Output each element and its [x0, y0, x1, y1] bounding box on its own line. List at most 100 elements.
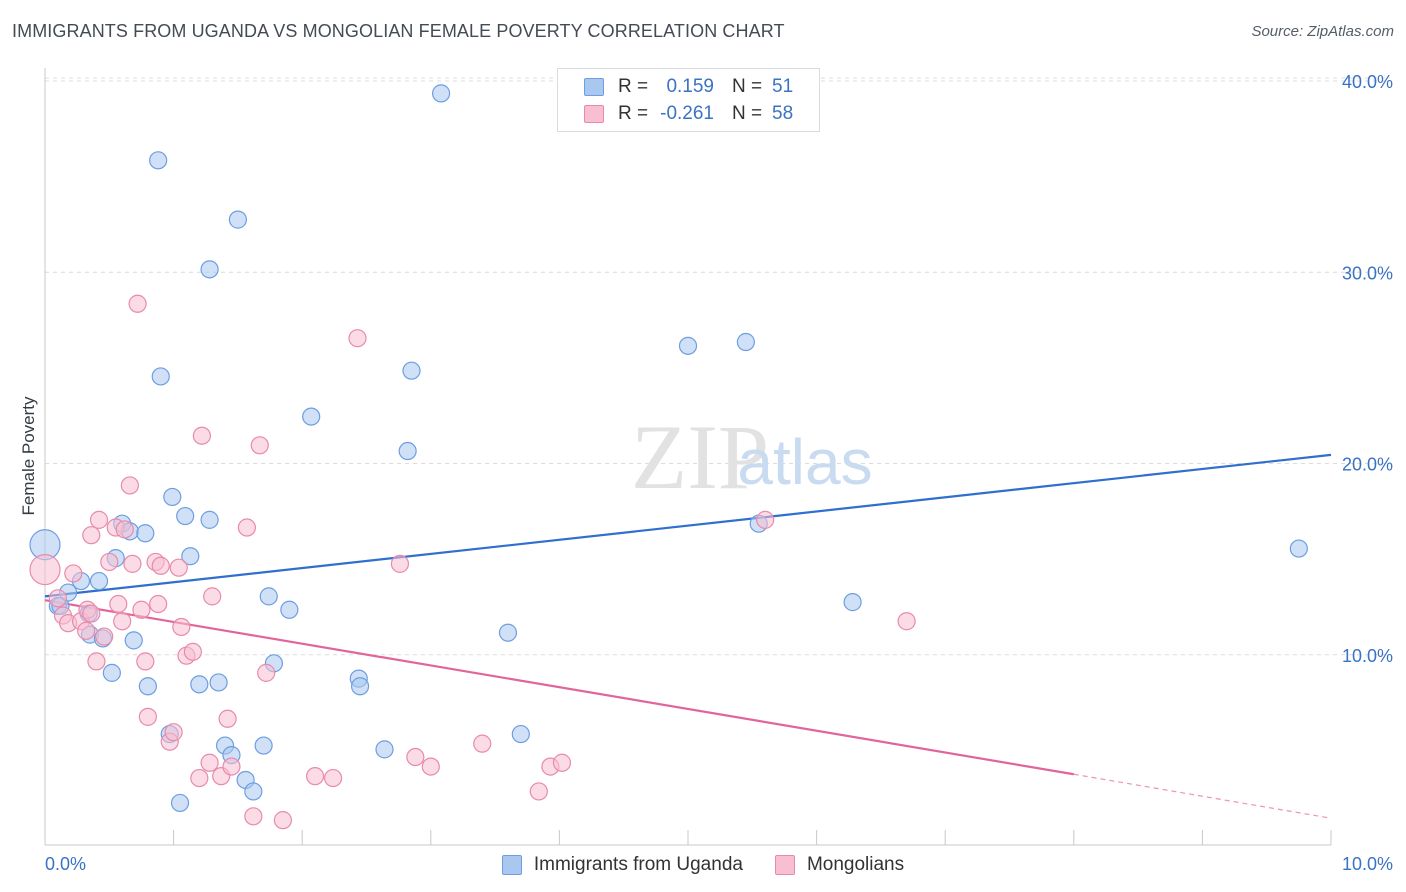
mongolian-point — [64, 564, 83, 583]
mongolian-point — [136, 652, 155, 671]
uganda-point — [89, 571, 109, 591]
uganda-point — [200, 510, 219, 529]
mongolian-point — [149, 594, 168, 614]
uganda-point — [102, 663, 121, 682]
uganda-point — [511, 724, 530, 744]
mongolian-point — [200, 753, 219, 772]
correlation-legend: R = 0.159 N = 51 R = -0.261 N = 58 — [557, 68, 820, 132]
uganda-point — [254, 736, 273, 755]
mongolian-point — [257, 663, 276, 682]
uganda-point — [124, 631, 143, 650]
uganda-point — [280, 600, 299, 619]
n-value: 58 — [772, 103, 794, 124]
mongolian-point — [169, 558, 188, 577]
y-tick-label: 10.0% — [1342, 646, 1393, 666]
mongolian-point — [218, 709, 237, 728]
uganda-point — [176, 506, 195, 526]
mongolian-point — [897, 612, 916, 631]
uganda-point — [736, 332, 755, 352]
mongolian-point — [132, 600, 151, 619]
mongolian-trend-extension — [1073, 773, 1332, 819]
uganda-point — [350, 677, 370, 696]
mongolian-point — [421, 757, 440, 776]
n-value: 51 — [772, 76, 794, 97]
mongolian-point — [529, 782, 548, 801]
legend-swatch-uganda — [584, 78, 604, 96]
mongolian-point — [250, 436, 269, 455]
mongolian-point — [323, 768, 343, 788]
legend-item-mongolians: Mongolians — [774, 854, 905, 876]
mongolian-point — [87, 652, 106, 671]
uganda-point — [678, 336, 698, 355]
n-label: N = — [732, 76, 763, 97]
mongolian-point — [273, 811, 293, 830]
y-tick-label: 30.0% — [1342, 263, 1393, 283]
n-label: N = — [732, 103, 763, 124]
grid-lines — [45, 77, 1390, 656]
uganda-point — [209, 673, 228, 692]
uganda-point — [228, 210, 247, 229]
uganda-trend-line — [44, 453, 1332, 598]
mongolian-point — [190, 768, 209, 788]
mongolian-point — [348, 329, 367, 348]
uganda-point — [181, 547, 200, 566]
legend-row-mongolians: R = -0.261 N = 58 — [584, 102, 793, 126]
legend-row-uganda: R = 0.159 N = 51 — [584, 75, 793, 99]
y-tick-label: 20.0% — [1342, 455, 1393, 475]
mongolian-point — [305, 767, 325, 786]
uganda-point — [200, 260, 219, 279]
uganda-point — [170, 793, 190, 813]
mongolian-point — [82, 526, 101, 545]
mongolian-point — [48, 589, 67, 608]
mongolian-point — [164, 723, 183, 742]
y-axis-label: Female Poverty — [19, 396, 38, 516]
mongolian-point — [109, 594, 128, 614]
mongolian-point — [172, 617, 191, 637]
mongolian-point — [82, 604, 101, 623]
mongolian-point — [390, 554, 410, 573]
uganda-point — [375, 740, 394, 759]
mongolian-point — [77, 621, 96, 640]
mongolian-point — [128, 294, 147, 313]
legend-label-mongolians: Mongolians — [806, 854, 905, 875]
uganda-point — [302, 407, 321, 426]
mongolian-point — [123, 554, 142, 573]
legend-label-uganda: Immigrants from Uganda — [533, 854, 743, 875]
watermark-zip: ZIP — [631, 406, 769, 508]
uganda-point — [1289, 539, 1308, 558]
mongolian-point — [113, 612, 132, 631]
uganda-point — [190, 675, 209, 694]
r-label: R = — [618, 76, 649, 97]
y-tick-label: 40.0% — [1342, 72, 1393, 92]
uganda-point — [136, 524, 155, 543]
r-value: -0.261 — [660, 103, 714, 124]
mongolian-point — [237, 518, 257, 537]
x-tick-label: 0.0% — [45, 854, 86, 874]
source-credit: Source: ZipAtlas.com — [1251, 23, 1394, 40]
mongolian-point — [756, 510, 775, 529]
mongolian-point — [89, 510, 109, 529]
mongolian-point — [151, 556, 170, 575]
mongolian-point — [95, 627, 114, 646]
uganda-point — [149, 151, 168, 170]
data-points — [29, 84, 1308, 830]
mongolian-point — [406, 747, 425, 767]
mongolian-point — [29, 553, 61, 586]
series-legend: Immigrants from Uganda Mongolians — [0, 852, 1406, 878]
mongolian-point — [192, 426, 211, 445]
mongolian-point — [183, 642, 202, 661]
mongolian-trend-line — [44, 599, 1074, 776]
mongolian-point — [203, 587, 222, 606]
uganda-point — [151, 367, 170, 386]
uganda-point — [138, 677, 157, 696]
uganda-point — [259, 587, 278, 606]
uganda-point — [498, 623, 518, 642]
uganda-point — [843, 593, 862, 612]
mongolian-point — [473, 734, 492, 753]
mongolian-point — [244, 807, 263, 826]
r-label: R = — [618, 103, 649, 124]
trend-lines — [44, 453, 1332, 819]
mongolian-point — [222, 757, 241, 776]
legend-swatch-uganda — [501, 855, 522, 875]
